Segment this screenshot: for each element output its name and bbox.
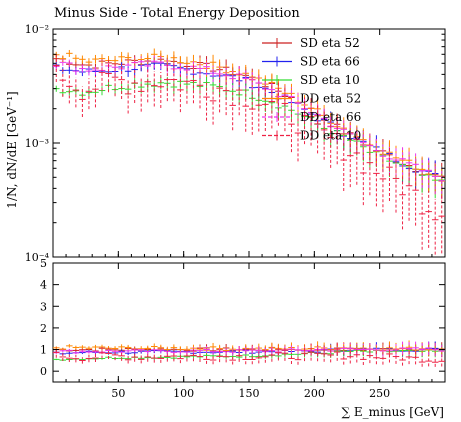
- ratio-y-tick-label: 4: [40, 279, 47, 292]
- ratio-y-tick-label: 3: [40, 300, 47, 313]
- x-tick-label: 150: [239, 387, 260, 400]
- main-plot-area: [53, 48, 445, 255]
- x-axis-label: ∑ E_minus [GeV]: [341, 405, 444, 419]
- x-tick-label: 100: [173, 387, 194, 400]
- y-axis-label: 1/N, dN/dE [GeV⁻¹]: [5, 91, 19, 208]
- ratio-y-tick-label: 1: [40, 344, 47, 357]
- legend-label: SD eta 10: [300, 73, 360, 87]
- chart-title: Minus Side - Total Energy Deposition: [54, 6, 300, 21]
- x-tick-label: 50: [111, 387, 125, 400]
- legend-label: SD eta 66: [300, 55, 360, 69]
- ratio-y-tick-label: 0: [40, 365, 47, 378]
- legend: SD eta 52 SD eta 66 SD eta 10 DD eta 52 DD e…: [262, 36, 361, 143]
- x-tick-label: 250: [369, 387, 390, 400]
- ratio-plot-area: [53, 340, 445, 367]
- y-tick-label: 10⁻²: [25, 23, 49, 36]
- ratio-plot-frame: [52, 262, 446, 383]
- y-tick-label: 10⁻⁴: [25, 251, 50, 264]
- ratio-y-tick-label: 5: [40, 257, 47, 270]
- legend-label: DD eta 10: [300, 129, 361, 143]
- legend-label: SD eta 52: [300, 36, 360, 50]
- x-tick-label: 200: [304, 387, 325, 400]
- y-tick-label: 10⁻³: [25, 137, 49, 150]
- legend-label: DD eta 52: [300, 92, 361, 106]
- legend-label: DD eta 66: [300, 110, 361, 124]
- ratio-y-tick-label: 2: [40, 322, 47, 335]
- axes-ticks: 50 100 150 200 250 10⁻⁴ 10⁻³ 10⁻² 0 1 2 3 4 5: [25, 23, 445, 400]
